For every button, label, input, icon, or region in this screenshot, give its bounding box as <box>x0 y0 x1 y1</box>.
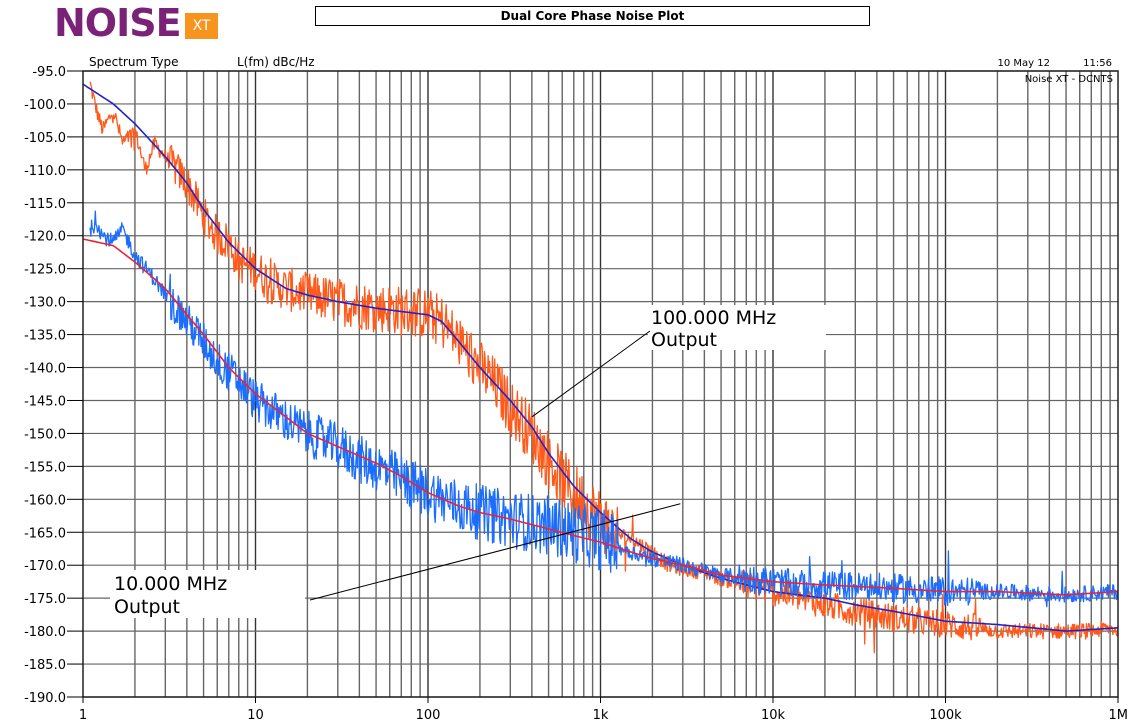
y-tick-label: -135.0 <box>24 329 66 344</box>
logo-badge: XT <box>184 13 219 39</box>
x-tick-label: 100 <box>416 708 441 723</box>
y-tick-label: -160.0 <box>24 493 66 508</box>
y-tick-label: -165.0 <box>24 526 66 541</box>
axes: -95.0 -100.0 -105.0 -110.0 -115.0 -120.0 -125.… <box>24 65 1128 723</box>
y-tick-label: -130.0 <box>24 296 66 311</box>
chart-title: Dual Core Phase Noise Plot <box>315 6 870 26</box>
x-tick-label: 100k <box>929 708 962 723</box>
y-tick-label: -110.0 <box>24 164 66 179</box>
y-tick-label: -115.0 <box>24 197 66 212</box>
header-time: 11:56 <box>1083 58 1112 69</box>
annotation-10mhz-line1: 10.000 MHz <box>114 573 227 595</box>
series-layer <box>82 81 1119 654</box>
annotation-100mhz-line2: Output <box>651 329 717 351</box>
y-axis-label: L(fm) dBc/Hz <box>237 55 315 69</box>
x-tick-label: 1 <box>79 708 87 723</box>
annotation-100mhz-line1: 100.000 MHz <box>651 307 776 329</box>
y-tick-label: -185.0 <box>24 658 66 673</box>
y-tick-label: -175.0 <box>24 592 66 607</box>
header-date: 10 May 12 <box>998 58 1050 69</box>
x-tick-label: 10k <box>761 708 786 723</box>
instrument-label: Noise XT - DCNTS <box>1025 74 1113 85</box>
noise-xt-logo: NOISE XT <box>54 1 219 45</box>
x-tick-label: 1k <box>593 708 609 723</box>
y-tick-label: -155.0 <box>24 460 66 475</box>
y-tick-label: -120.0 <box>24 230 66 245</box>
y-tick-label: -105.0 <box>24 131 66 146</box>
y-tick-label: -125.0 <box>24 263 66 278</box>
y-tick-label: -150.0 <box>24 427 66 442</box>
y-tick-label: -140.0 <box>24 362 66 377</box>
annotation-box-100mhz <box>648 305 826 350</box>
annotation-box-10mhz <box>110 570 305 618</box>
series-line-3 <box>82 238 1119 596</box>
y-tick-label: -180.0 <box>24 625 66 640</box>
series-line-1 <box>82 83 1119 632</box>
y-tick-label: -190.0 <box>24 691 66 706</box>
x-tick-label: 1M <box>1109 708 1129 723</box>
x-tick-label: 10 <box>247 708 264 723</box>
header-spectrum-type: Spectrum Type <box>89 55 179 69</box>
y-tick-label: -145.0 <box>24 394 66 409</box>
logo-word: NOISE <box>54 1 182 45</box>
y-tick-label: -100.0 <box>24 98 66 113</box>
annotation-10mhz-pointer <box>309 503 681 601</box>
series-line-2 <box>89 210 1119 608</box>
annotation-10mhz-line2: Output <box>114 596 180 618</box>
annotation-100mhz-pointer <box>531 330 651 418</box>
y-tick-label: -95.0 <box>32 65 66 80</box>
y-tick-label: -170.0 <box>24 559 66 574</box>
